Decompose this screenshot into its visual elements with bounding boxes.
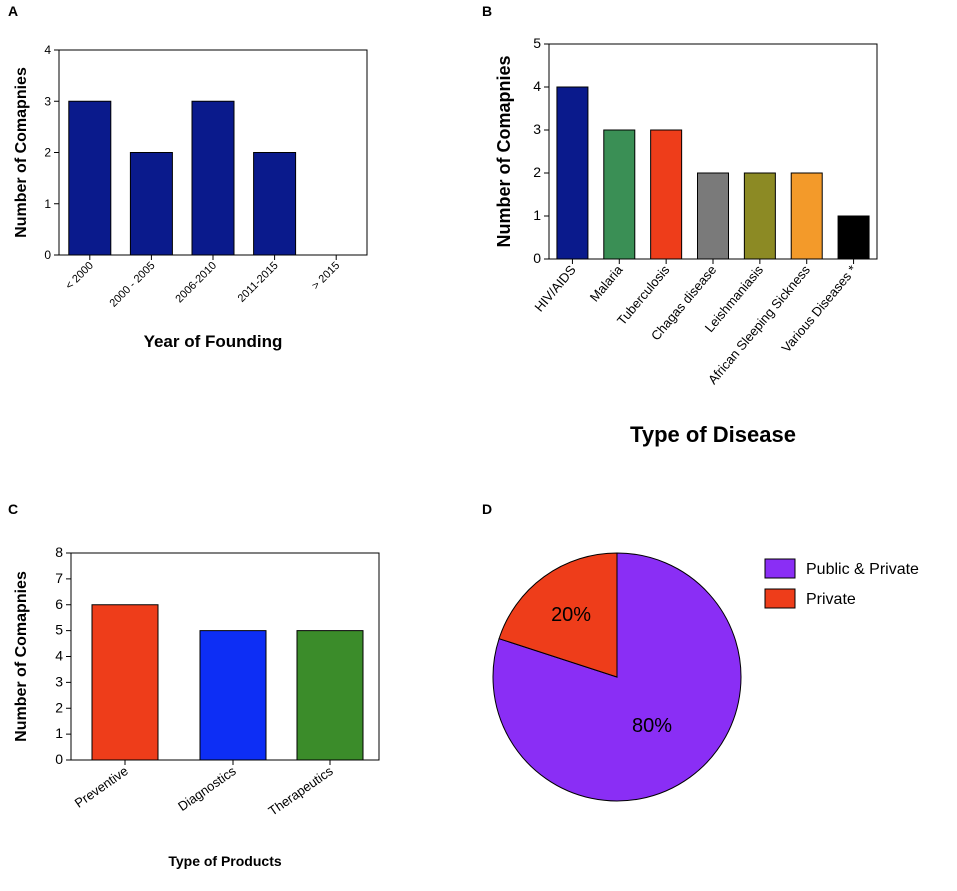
- x-tick-label: 2000 - 2005: [108, 260, 158, 310]
- chart-a-year-of-founding: 0 1 2 3 4 < 2000 2000 - 2005 2006-2010 2011-2015…: [13, 43, 368, 351]
- x-tick-label: HIV/AIDS: [531, 262, 578, 315]
- y-tick-label: 3: [44, 94, 51, 108]
- y-tick-label: 3: [55, 673, 63, 689]
- y-tick-label: 0: [44, 248, 51, 262]
- chart-d-pie-funding: 80% 20% Public & Private Private: [492, 552, 919, 802]
- legend-label: Public & Private: [806, 561, 919, 578]
- panel-letter-c: C: [8, 501, 18, 517]
- bar-3: [650, 129, 683, 260]
- y-axis-title: Number of Comapnies: [13, 571, 30, 742]
- y-axis-title: Number of Comapnies: [494, 55, 514, 247]
- x-tick-label: Diagnostics: [175, 763, 239, 814]
- panel-letter-a: A: [8, 3, 18, 19]
- bar-7: [837, 215, 870, 260]
- y-tick-label: 4: [55, 648, 63, 664]
- bar-4: [697, 172, 729, 260]
- panel-letter-d: D: [482, 501, 492, 517]
- y-tick-label: 6: [55, 596, 63, 612]
- y-tick-label: 1: [55, 725, 63, 741]
- y-tick-label: 0: [55, 751, 63, 767]
- bar-4: [253, 152, 297, 256]
- legend-label: Private: [806, 591, 856, 608]
- x-tick-label: Therapeutics: [266, 763, 337, 819]
- pie-slice-label: 80%: [632, 715, 672, 737]
- bar-2: [603, 129, 636, 260]
- pie-slice-2: [498, 552, 618, 678]
- bar-5: [743, 172, 776, 260]
- y-tick-label: 8: [55, 544, 63, 560]
- bar-6: [790, 172, 823, 260]
- legend-swatch: [764, 588, 796, 609]
- y-tick-label: 1: [44, 197, 51, 211]
- x-tick-label: Preventive: [72, 763, 131, 811]
- x-tick-label: < 2000: [63, 260, 95, 292]
- y-tick-label: 2: [533, 164, 541, 180]
- y-tick-label: 5: [533, 35, 541, 51]
- panel-letter-b: B: [482, 3, 492, 19]
- x-tick-label: > 2015: [310, 260, 342, 292]
- pie-slice-label: 20%: [551, 604, 591, 626]
- x-axis-title: Type of Products: [168, 853, 282, 869]
- bar-3: [191, 100, 235, 256]
- bar-1: [68, 100, 112, 256]
- y-tick-label: 7: [55, 570, 63, 586]
- y-axis-title: Number of Comapnies: [13, 67, 30, 238]
- y-tick-label: 0: [533, 250, 541, 266]
- x-tick-label: 2006-2010: [173, 260, 219, 306]
- y-tick-label: 1: [533, 207, 541, 223]
- y-tick-label: 4: [44, 43, 51, 57]
- bar-1: [91, 604, 159, 761]
- x-axis-title: Year of Founding: [144, 332, 283, 351]
- bar-3: [296, 630, 364, 761]
- y-tick-label: 5: [55, 622, 63, 638]
- y-tick-label: 3: [533, 121, 541, 137]
- x-axis-title: Type of Disease: [630, 422, 796, 447]
- y-tick-label: 2: [55, 699, 63, 715]
- bar-1: [556, 86, 589, 260]
- y-tick-label: 2: [44, 146, 51, 160]
- x-tick-label: 2011-2015: [236, 260, 281, 305]
- chart-c-type-of-products: 0 1 2 3 4 5 6 7 8 Preventive Diagnostics Therapeuti…: [13, 544, 380, 869]
- legend-swatch: [764, 558, 796, 579]
- bar-2: [199, 630, 267, 761]
- x-tick-label: Malaria: [587, 262, 626, 305]
- bar-2: [129, 152, 173, 256]
- y-tick-label: 4: [533, 78, 541, 94]
